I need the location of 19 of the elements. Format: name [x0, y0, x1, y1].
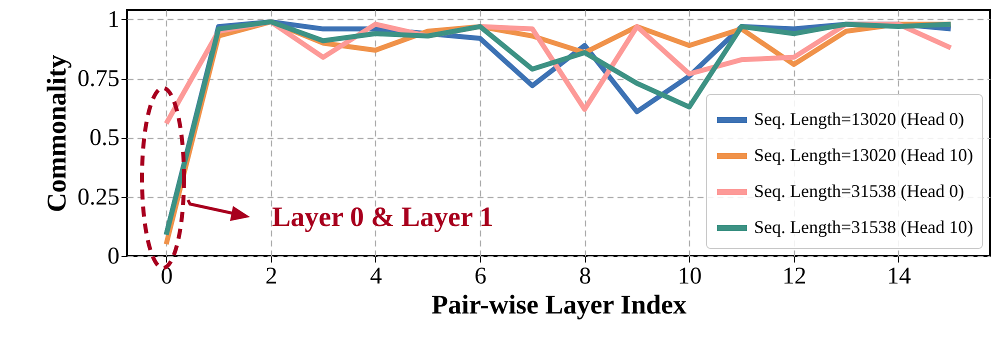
y-axis-title: Commonality: [42, 54, 72, 212]
legend-label: Seq. Length=13020 (Head 0): [754, 109, 964, 129]
legend-label: Seq. Length=13020 (Head 10): [754, 145, 974, 165]
x-tick-label: 14: [886, 264, 911, 290]
x-tick-label: 6: [474, 264, 487, 290]
y-tick-label: 0.75: [78, 66, 120, 92]
y-tick-label: 0.25: [78, 184, 120, 210]
x-tick-label: 2: [265, 264, 278, 290]
legend-label: Seq. Length=31538 (Head 0): [754, 181, 964, 201]
x-tick-label: 4: [370, 264, 382, 290]
y-tick-label: 1: [108, 6, 120, 33]
y-tick-label: 0: [108, 244, 120, 270]
x-tick-label: 8: [579, 264, 592, 290]
legend-label: Seq. Length=31538 (Head 10): [754, 217, 974, 237]
annotation: Layer 0 & Layer 1: [272, 202, 494, 233]
x-axis-title: Pair-wise Layer Index: [432, 290, 687, 320]
y-tick-label: 0.5: [90, 125, 120, 152]
x-tick-label: 10: [678, 264, 702, 290]
x-tick-label: 12: [782, 264, 806, 290]
